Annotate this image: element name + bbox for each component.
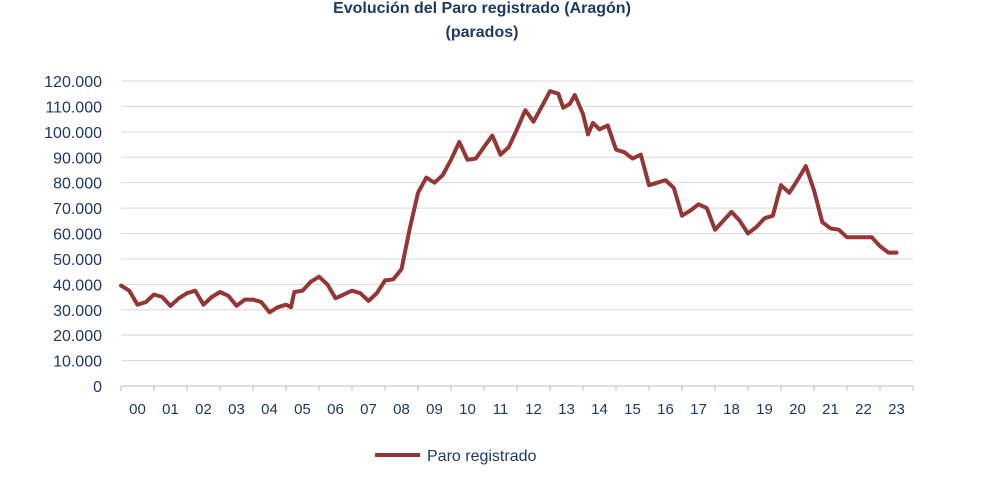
x-tick-label: 02 (195, 401, 212, 418)
y-tick-label: 40.000 (53, 277, 102, 294)
x-tick-label: 16 (657, 401, 674, 418)
x-tick-label: 05 (294, 401, 311, 418)
x-tick-label: 01 (162, 401, 179, 418)
x-tick-label: 07 (360, 401, 377, 418)
x-tick-label: 04 (261, 401, 278, 418)
x-tick-label: 23 (888, 401, 905, 418)
y-tick-label: 10.000 (53, 354, 102, 371)
y-tick-label: 110.000 (45, 99, 102, 116)
x-tick-label: 09 (426, 401, 443, 418)
y-tick-label: 100.000 (44, 125, 102, 142)
grid-layer (121, 80, 913, 387)
x-tick-label: 14 (591, 401, 608, 418)
x-tick-label: 10 (459, 401, 476, 418)
x-tick-label: 18 (723, 401, 740, 418)
x-tick-label: 15 (624, 401, 641, 418)
y-tick-label: 30.000 (53, 303, 102, 320)
y-tick-label: 70.000 (53, 201, 102, 218)
x-tick-label: 13 (558, 401, 575, 418)
x-tick-label: 12 (525, 401, 542, 418)
legend-label: Paro registrado (427, 448, 536, 465)
x-tick-label: 08 (393, 401, 410, 418)
x-tick-label: 03 (228, 401, 245, 418)
legend: Paro registrado (375, 448, 536, 465)
x-tick-label: 19 (756, 401, 773, 418)
series-layer (119, 89, 899, 315)
x-tick-label: 11 (493, 401, 509, 418)
y-tick-label: 90.000 (53, 150, 102, 167)
chart-subtitle: (parados) (446, 24, 519, 41)
y-tick-label: 20.000 (53, 328, 102, 345)
x-tick-label: 00 (129, 401, 146, 418)
y-tick-label: 80.000 (53, 176, 102, 193)
y-tick-label: 50.000 (53, 252, 102, 269)
y-axis: 0 10.000 20.000 30.000 40.000 50.000 60.000 70.… (44, 74, 102, 396)
x-axis: 00 01 02 03 04 05 06 07 08 09 10 11 12 13 14 15 16 17 18 19… (120, 386, 914, 418)
chart-title: Evolución del Paro registrado (Aragón) (333, 0, 631, 17)
x-tick-label: 20 (789, 401, 806, 418)
y-tick-label: 60.000 (53, 227, 102, 244)
x-tick-label: 06 (327, 401, 344, 418)
series-line-paro-registrado (119, 89, 899, 315)
x-tick-label: 21 (822, 401, 839, 418)
x-tick-label: 22 (855, 401, 872, 418)
y-tick-label: 0 (93, 379, 102, 396)
x-tick-label: 17 (690, 401, 707, 418)
y-tick-label: 120.000 (44, 74, 102, 91)
